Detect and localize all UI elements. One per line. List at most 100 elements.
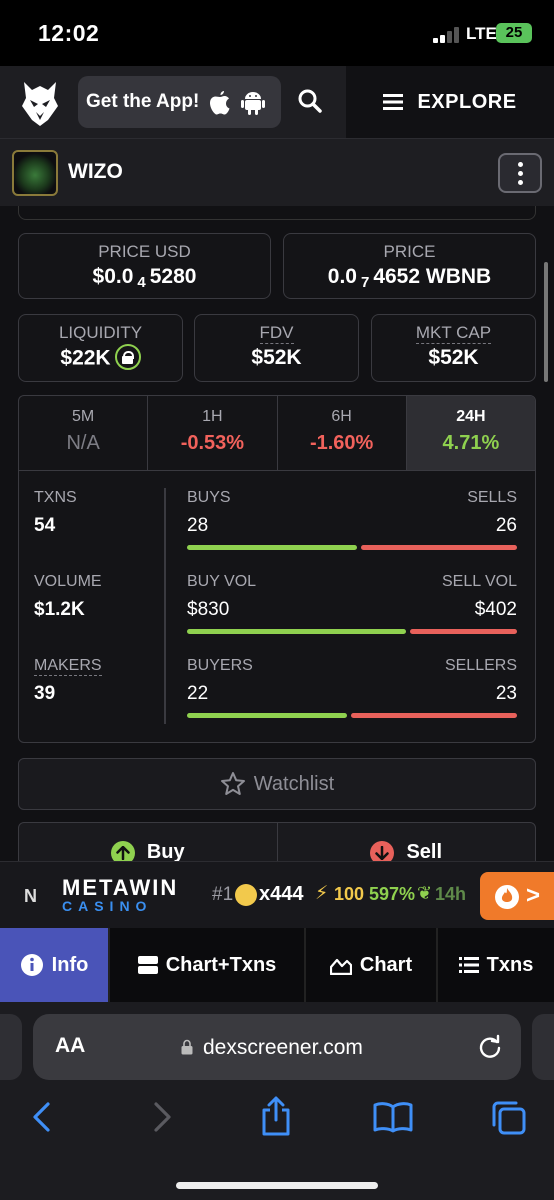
- explore-button[interactable]: EXPLORE: [346, 66, 554, 138]
- mkt-cap-card: MKT CAP $52K: [371, 314, 536, 382]
- scrollbar[interactable]: [544, 262, 548, 382]
- search-icon[interactable]: [297, 88, 323, 114]
- tab-5m[interactable]: 5M N/A: [19, 396, 149, 470]
- token-info-panel: PRICE USD $0.0 4 5280 PRICE 0.0 7 4652 WBNB …: [0, 206, 554, 861]
- timeframe-tabs: 5M N/A 1H -0.53% 6H -1.60% 24H 4.71%: [19, 396, 535, 471]
- ad-cta-button[interactable]: >: [480, 872, 554, 920]
- buy-vol-label: BUY VOL: [187, 573, 257, 590]
- hamburger-icon: [383, 94, 404, 110]
- reader-options-button[interactable]: AA: [55, 1034, 86, 1057]
- buy-button[interactable]: Buy: [19, 823, 278, 861]
- previous-tab-preview[interactable]: [0, 1014, 22, 1080]
- sell-label: Sell: [406, 841, 443, 861]
- get-app-button[interactable]: Get the App!: [78, 76, 281, 128]
- volume-value: $1.2K: [34, 599, 85, 620]
- browser-toolbar: AA dexscreener.com: [0, 1002, 554, 1200]
- price-native-label: PRICE: [383, 242, 436, 261]
- buy-bar: [187, 545, 357, 550]
- split-layout-icon: [137, 956, 158, 974]
- ad-rank: #1: [212, 884, 234, 905]
- ad-percent: 597%: [369, 884, 416, 904]
- forward-icon[interactable]: [150, 1101, 174, 1133]
- tab-24h-value: 4.71%: [442, 432, 500, 454]
- sells-value: 26: [495, 515, 517, 536]
- home-indicator[interactable]: [176, 1182, 378, 1189]
- txns-row: TXNS 54 BUYS 28 SELLS 26: [19, 471, 535, 555]
- volume-ratio-bar: [187, 629, 517, 634]
- tab-chart-txns[interactable]: Chart+Txns: [110, 928, 306, 1002]
- volume-label: VOLUME: [34, 573, 102, 590]
- tabs-icon[interactable]: [490, 1099, 528, 1137]
- sell-button[interactable]: Sell: [278, 823, 536, 861]
- more-options-button[interactable]: [498, 153, 542, 193]
- makers-label[interactable]: MAKERS: [34, 657, 102, 676]
- links-row[interactable]: [18, 206, 536, 220]
- sellers-value: 23: [495, 683, 517, 704]
- token-bar: WIZO: [0, 138, 554, 206]
- fdv-card: FDV $52K: [194, 314, 359, 382]
- tab-5m-value: N/A: [66, 432, 100, 454]
- tab-6h-label: 6H: [331, 408, 352, 425]
- url-text: dexscreener.com: [203, 1036, 363, 1059]
- tab-chart-label: Chart: [359, 953, 413, 976]
- txns-ratio-bar: [187, 545, 517, 550]
- clock: 12:02: [38, 20, 100, 46]
- txns-label: TXNS: [34, 489, 77, 506]
- tab-txns-label: Txns: [486, 953, 534, 976]
- price-native-value: 0.0 7 4652 WBNB: [327, 265, 492, 291]
- chart-area-icon: [329, 958, 352, 975]
- fdv-label[interactable]: FDV: [259, 323, 294, 344]
- coin-icon: [235, 884, 257, 906]
- bookmarks-icon[interactable]: [373, 1101, 413, 1133]
- stats-panel: 5M N/A 1H -0.53% 6H -1.60% 24H 4.71% TXN…: [18, 395, 536, 743]
- share-icon[interactable]: [260, 1096, 292, 1136]
- liquidity-value: $22K: [60, 346, 111, 370]
- reload-icon[interactable]: [477, 1034, 503, 1060]
- makers-ratio-bar: [187, 713, 517, 718]
- buyers-value: 22: [187, 683, 209, 704]
- tab-info[interactable]: Info: [0, 928, 110, 1002]
- arrow-down-icon: [370, 841, 395, 861]
- android-icon: [241, 92, 266, 115]
- tab-txns[interactable]: Txns: [438, 928, 554, 1002]
- back-icon[interactable]: [30, 1101, 54, 1133]
- apple-icon: [210, 91, 230, 115]
- sell-bar: [361, 545, 517, 550]
- tab-1h-label: 1H: [202, 408, 223, 425]
- watchlist-button[interactable]: Watchlist: [18, 758, 536, 810]
- makers-value: 39: [34, 683, 56, 704]
- buys-value: 28: [187, 515, 209, 536]
- tab-5m-label: 5M: [72, 408, 95, 425]
- liquidity-card: LIQUIDITY $22K: [18, 314, 183, 382]
- sells-label: SELLS: [467, 489, 517, 506]
- ad-amount: 100: [334, 884, 365, 904]
- status-bar: 12:02 LTE 25: [0, 0, 554, 66]
- tab-chart[interactable]: Chart: [306, 928, 438, 1002]
- watchlist-label: Watchlist: [253, 772, 335, 795]
- fire-icon: [494, 885, 519, 909]
- makers-row: MAKERS 39 BUYERS 22 SELLERS 23: [19, 639, 535, 723]
- price-usd-value: $0.0 4 5280: [92, 265, 197, 291]
- list-icon: [458, 957, 479, 973]
- tab-1h-value: -0.53%: [180, 432, 245, 454]
- address-bar[interactable]: AA dexscreener.com: [33, 1014, 521, 1080]
- tab-6h[interactable]: 6H -1.60%: [278, 396, 407, 470]
- get-app-label: Get the App!: [86, 91, 200, 112]
- dexscreener-logo-icon[interactable]: [20, 80, 60, 126]
- arrow-up-icon: [110, 841, 135, 861]
- lock-icon[interactable]: [114, 344, 141, 370]
- tab-1h[interactable]: 1H -0.53%: [148, 396, 278, 470]
- tab-chart-txns-label: Chart+Txns: [165, 953, 277, 976]
- tab-6h-value: -1.60%: [309, 432, 374, 454]
- mkt-cap-label[interactable]: MKT CAP: [415, 323, 492, 344]
- tab-info-label: Info: [51, 953, 89, 976]
- tab-24h[interactable]: 24H 4.71%: [406, 396, 535, 470]
- signal-icon: [433, 27, 459, 43]
- bolt-icon: ⚡: [315, 883, 329, 904]
- next-tab-preview[interactable]: [532, 1014, 554, 1080]
- mkt-cap-value: $52K: [428, 346, 479, 369]
- ad-banner[interactable]: N METAWIN CASINO #1 x444 ⚡ 100 597% ❦ 14…: [0, 861, 554, 928]
- stats-divider: [164, 488, 166, 724]
- star-icon: [220, 772, 245, 795]
- buy-bar: [187, 713, 347, 718]
